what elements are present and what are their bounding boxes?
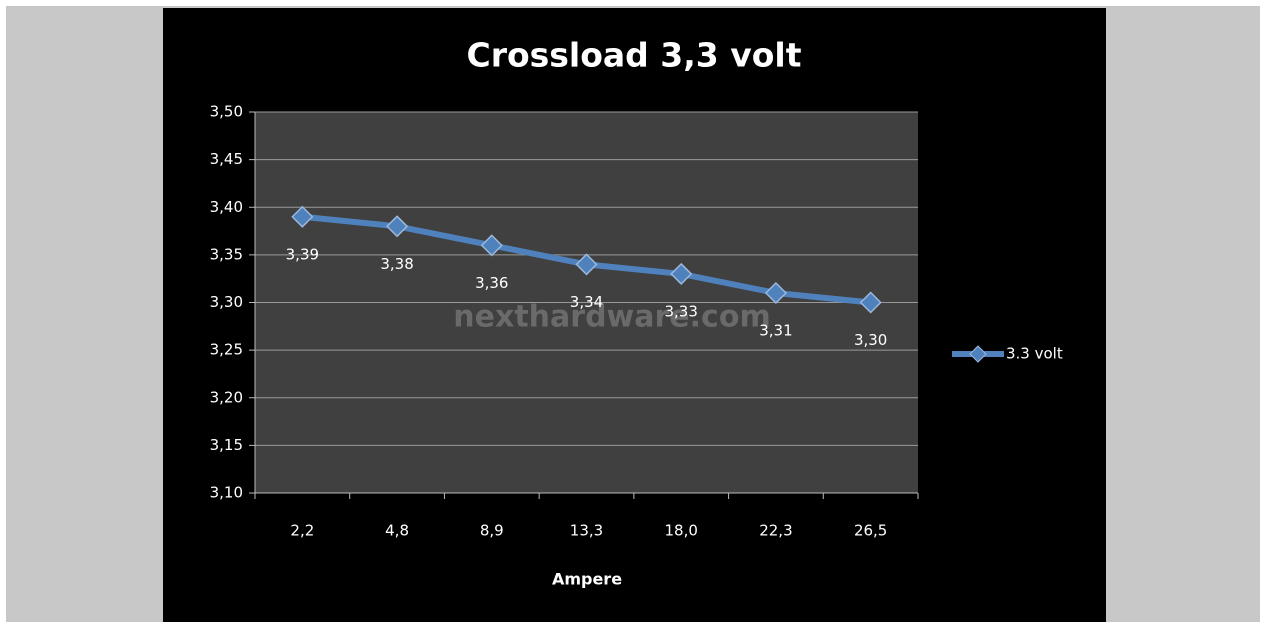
data-label: 3,31 — [759, 321, 792, 339]
y-tick-label: 3,50 — [210, 103, 243, 121]
x-tick-label: 22,3 — [759, 522, 792, 540]
watermark: nexthardware.com — [453, 300, 770, 335]
point-marker — [386, 215, 409, 238]
chart-title: Crossload 3,3 volt — [466, 36, 801, 75]
x-tick-label: 13,3 — [570, 522, 603, 540]
point-marker — [291, 205, 314, 228]
data-label: 3,36 — [475, 274, 508, 292]
y-tick-label: 3,25 — [210, 341, 243, 359]
data-label: 3,33 — [665, 302, 698, 320]
data-label: 3,34 — [570, 293, 603, 311]
y-tick-label: 3,35 — [210, 245, 243, 263]
y-tick-label: 3,10 — [210, 484, 243, 502]
x-tick-label: 8,9 — [480, 522, 504, 540]
y-tick-label: 3,30 — [210, 293, 243, 311]
legend-marker — [969, 345, 987, 363]
point-marker — [764, 281, 787, 305]
x-tick-label: 4,8 — [385, 522, 409, 540]
x-tick-label: 2,2 — [290, 522, 314, 540]
point-marker — [575, 253, 598, 276]
x-axis-label: Ampere — [552, 570, 622, 589]
y-tick-label: 3,15 — [210, 436, 243, 454]
data-label: 3,38 — [380, 255, 413, 273]
data-label: 3,30 — [854, 331, 887, 349]
y-tick-label: 3,40 — [210, 198, 243, 216]
x-tick-label: 26,5 — [854, 522, 887, 540]
point-marker — [480, 234, 503, 257]
y-tick-label: 3,20 — [210, 388, 243, 406]
legend-label: 3.3 volt — [1006, 345, 1063, 363]
y-tick-label: 3,45 — [210, 150, 243, 168]
data-label: 3,39 — [286, 245, 319, 263]
point-marker — [670, 262, 693, 285]
point-marker — [859, 291, 882, 314]
x-tick-label: 18,0 — [665, 522, 698, 540]
